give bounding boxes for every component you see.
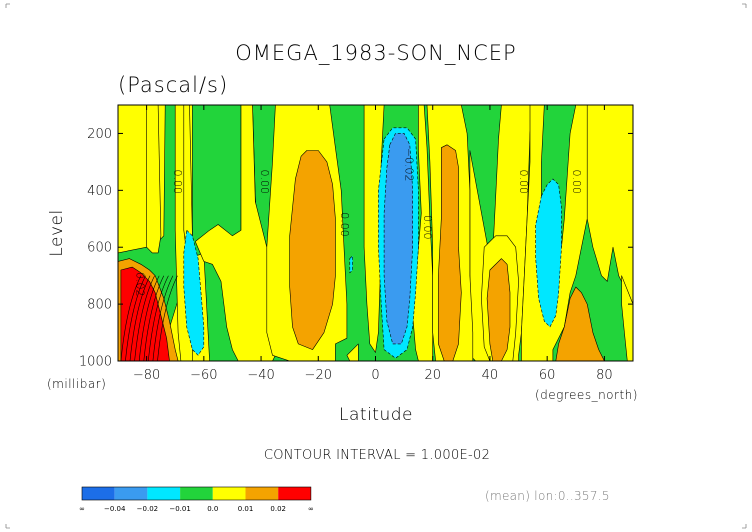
corner-marks xyxy=(5,3,747,529)
plot-area xyxy=(118,105,633,361)
colorbar-label-4: 0.0 xyxy=(207,505,218,513)
contour-label-0: 0.00 xyxy=(171,170,184,195)
x-tick-label-0: −80 xyxy=(133,368,160,383)
x-tick-label-8: 80 xyxy=(596,368,613,383)
dense-contour-7 xyxy=(152,275,174,361)
y-tick-label-1: 400 xyxy=(87,184,112,199)
contour-region-23 xyxy=(183,229,205,356)
contour-region-5 xyxy=(412,105,434,361)
contour-region-24 xyxy=(349,255,353,274)
contour-label-5: 0.00 xyxy=(517,170,530,195)
x-tick-label-4: 0 xyxy=(371,368,379,383)
contour-label-4: 0.00 xyxy=(421,215,434,240)
x-tick-label-6: 40 xyxy=(482,368,499,383)
contour-region-16 xyxy=(621,275,633,361)
colorbar-swatch-6 xyxy=(278,487,311,500)
contour-region-8 xyxy=(146,105,162,254)
colorbar-swatch-4 xyxy=(212,487,246,500)
contour-interval-text: CONTOUR INTERVAL = 1.000E-02 xyxy=(264,448,490,463)
dense-contour-8 xyxy=(157,275,178,361)
colorbar-label-0: ∞ xyxy=(79,505,85,513)
colorbar-swatch-1 xyxy=(114,487,148,500)
contour-region-20 xyxy=(555,286,605,361)
x-tick-label-3: −20 xyxy=(305,368,332,383)
contour-region-12 xyxy=(363,105,385,353)
chart-subtitle: (Pascal/s) xyxy=(118,73,228,97)
x-axis: −80 −60 −40 −20 0 20 40 60 80 xyxy=(133,105,613,383)
contour-label-6: 0.00 xyxy=(570,170,583,195)
dense-contour-2 xyxy=(129,275,151,361)
contour-labels: 0.00 0.00 0.00 −0.02 0.00 0.00 0.00 0.02 xyxy=(134,148,583,297)
contour-label-1: 0.00 xyxy=(258,170,271,195)
x-tick-label-7: 60 xyxy=(539,368,556,383)
contour-region-4 xyxy=(346,343,359,361)
contour-label-7: 0.02 xyxy=(134,272,147,297)
contour-region-19 xyxy=(486,258,511,361)
contour-label-2: 0.00 xyxy=(338,212,351,237)
y-axis-label: Level xyxy=(47,209,67,256)
colorbar-label-1: −0.04 xyxy=(104,505,126,513)
dense-contour-0 xyxy=(120,275,142,361)
y-axis: 200 400 600 800 1000 xyxy=(79,127,633,370)
colorbar-swatch-2 xyxy=(147,487,181,500)
dense-contour-5 xyxy=(143,275,165,361)
colorbar-swatch-3 xyxy=(180,487,213,500)
chart-title: OMEGA_1983-SON_NCEP xyxy=(235,41,516,65)
y-tick-label-0: 200 xyxy=(87,127,112,142)
contour-region-18 xyxy=(438,144,462,361)
y-unit-label: (millibar) xyxy=(47,377,106,391)
colorbar-label-3: −0.01 xyxy=(169,505,190,513)
dense-contour-4 xyxy=(138,275,160,361)
colorbar-label-7: ∞ xyxy=(308,505,314,513)
colorbar: ∞ −0.04 −0.02 −0.01 0.0 0.01 0.02 ∞ xyxy=(79,486,314,513)
y-tick-label-4: 1000 xyxy=(79,355,112,370)
contour-region-7 xyxy=(586,105,633,305)
dense-contour-1 xyxy=(125,275,146,361)
contour-label-3: −0.02 xyxy=(403,148,416,182)
x-tick-label-5: 20 xyxy=(424,368,441,383)
x-tick-label-1: −60 xyxy=(190,368,217,383)
contour-region-27 xyxy=(383,133,414,345)
colorbar-label-2: −0.02 xyxy=(137,505,158,513)
contour-region-17 xyxy=(289,150,336,350)
y-tick-label-3: 800 xyxy=(87,298,112,313)
colorbar-frame xyxy=(81,486,312,501)
dense-contour-3 xyxy=(134,275,155,361)
x-axis-label: Latitude xyxy=(339,405,413,425)
colorbar-label-5: 0.01 xyxy=(238,505,254,513)
colorbar-swatch-5 xyxy=(245,487,279,500)
x-tick-label-2: −40 xyxy=(247,368,274,383)
dense-contour-lines xyxy=(120,275,178,361)
footnote-text: (mean) lon:0..357.5 xyxy=(485,489,610,503)
contour-region-26 xyxy=(535,178,562,328)
colorbar-swatch-0 xyxy=(82,487,115,500)
y-tick-label-2: 600 xyxy=(87,241,112,256)
colorbar-label-6: 0.02 xyxy=(270,505,286,513)
dense-contour-6 xyxy=(148,275,169,361)
x-unit-label: (degrees_north) xyxy=(535,388,638,402)
